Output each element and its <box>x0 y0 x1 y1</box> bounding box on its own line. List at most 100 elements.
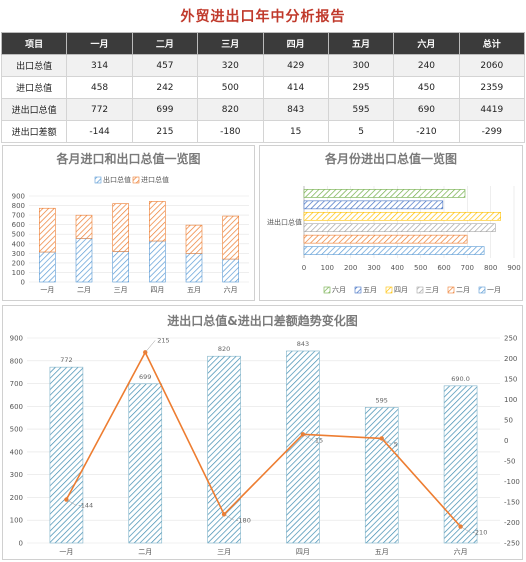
y-tick-label: 400 <box>12 240 25 248</box>
table-cell: 843 <box>262 98 329 121</box>
data-label: 690.0 <box>451 375 470 383</box>
table-cell: 500 <box>197 76 264 99</box>
header-cell: 六月 <box>393 32 460 55</box>
x-tick-label: 三月 <box>217 548 231 556</box>
table-row: 出口总值 314 457 320 429 300 240 2060 <box>0 54 526 77</box>
y2-tick-label: -250 <box>504 540 520 548</box>
y2-tick-label: -200 <box>504 519 520 527</box>
y-tick-label: 500 <box>12 231 25 239</box>
x-tick-label: 五月 <box>187 286 201 294</box>
bar-export <box>112 251 129 283</box>
table-cell: 4419 <box>458 98 526 121</box>
x-tick-label: 100 <box>321 264 334 272</box>
data-label: 215 <box>157 336 169 344</box>
y-tick-label: 200 <box>10 494 23 502</box>
legend-label: 六月 <box>332 285 346 294</box>
table-cell: 2060 <box>458 54 526 77</box>
label-leader <box>223 514 235 521</box>
legend-swatch <box>354 286 362 294</box>
y-tick-label: 500 <box>10 426 23 434</box>
y2-tick-label: 100 <box>504 396 517 404</box>
data-label: -180 <box>236 516 251 524</box>
table-cell: 进出口差额 <box>0 120 68 143</box>
data-label: 5 <box>394 440 398 448</box>
table-cell: 300 <box>327 54 395 77</box>
bar-import <box>222 215 239 260</box>
table-cell: 295 <box>327 76 395 99</box>
data-label: 820 <box>218 345 230 353</box>
data-label: 15 <box>315 436 323 444</box>
y2-tick-label: 50 <box>504 417 513 425</box>
table-cell: 699 <box>131 98 199 121</box>
y-tick-label: 600 <box>10 403 23 411</box>
table-cell: -299 <box>458 120 526 143</box>
bar-month <box>303 211 501 221</box>
legend-label: 五月 <box>363 286 377 294</box>
table-cell: 215 <box>131 120 199 143</box>
bar-export <box>75 238 93 283</box>
bar-import <box>185 224 203 254</box>
x-tick-label: 500 <box>414 264 427 272</box>
data-label: 699 <box>139 373 151 381</box>
x-tick-label: 二月 <box>138 548 152 556</box>
legend-swatch <box>94 176 102 184</box>
y-tick-label: 200 <box>12 259 25 267</box>
chart-title: 各月份进出口总值一览图 <box>324 152 457 166</box>
data-label: 843 <box>297 340 309 348</box>
x-tick-label: 400 <box>391 264 404 272</box>
bar-month <box>303 189 466 198</box>
table-cell: 457 <box>131 54 199 77</box>
x-tick-label: 三月 <box>114 286 128 294</box>
label-leader <box>145 340 156 353</box>
legend-label: 一月 <box>487 286 501 294</box>
data-label: 595 <box>376 396 388 404</box>
legend-swatch <box>478 286 486 294</box>
bar-export <box>222 258 239 283</box>
bar-total <box>207 355 241 544</box>
table-cell: 429 <box>262 54 329 77</box>
table-cell: 2359 <box>458 76 526 99</box>
bar-month <box>303 246 485 255</box>
header-cell: 一月 <box>66 32 133 55</box>
table-cell: 820 <box>197 98 264 121</box>
bar-total <box>128 383 163 544</box>
y-tick-label: 300 <box>10 471 23 479</box>
x-tick-label: 六月 <box>224 285 238 294</box>
y-tick-label: 800 <box>12 202 25 210</box>
x-tick-label: 600 <box>437 264 450 272</box>
table-cell: 320 <box>197 54 264 77</box>
table-cell: 进口总值 <box>0 76 68 99</box>
y2-tick-label: -50 <box>504 458 515 466</box>
bar-import <box>75 214 93 239</box>
x-tick-label: 700 <box>461 264 474 272</box>
legend-label: 出口总值 <box>103 175 131 184</box>
x-tick-label: 900 <box>507 264 520 272</box>
stacked-bar-chart-panel: 各月进口和出口总值一览图 0 100 200 300 400 500 600 700 800 90… <box>2 145 255 301</box>
table-cell: 772 <box>66 98 133 121</box>
y-tick-label: 100 <box>12 269 25 277</box>
line-point <box>221 512 227 517</box>
x-tick-label: 0 <box>302 264 306 272</box>
y2-tick-label: 200 <box>504 355 517 363</box>
legend-swatch <box>323 286 331 294</box>
header-cell: 二月 <box>131 32 199 55</box>
combo-chart: 0100200300400500600700800900-250-200-150… <box>10 335 520 557</box>
table-cell: 595 <box>327 98 395 121</box>
header-cell: 五月 <box>327 32 395 55</box>
table-cell: 出口总值 <box>0 54 68 77</box>
line-point <box>64 497 69 502</box>
summary-table: 项目 一月 二月 三月 四月 五月 六月 总计 出口总值 314 457 320… <box>0 32 526 143</box>
table-row: 进出口总值 772 699 820 843 595 690 4419 <box>0 98 526 121</box>
y-tick-label: 900 <box>10 335 23 343</box>
y-tick-label: 700 <box>10 380 23 388</box>
y2-tick-label: 150 <box>504 376 517 384</box>
legend-swatch <box>385 286 393 294</box>
x-tick-label: 六月 <box>454 547 468 556</box>
header-cell: 总计 <box>458 32 526 55</box>
line-point <box>300 432 306 437</box>
legend-swatch <box>132 176 140 184</box>
header-cell: 四月 <box>262 32 329 55</box>
table-cell: 690 <box>393 98 460 121</box>
table-cell: 414 <box>262 76 329 99</box>
